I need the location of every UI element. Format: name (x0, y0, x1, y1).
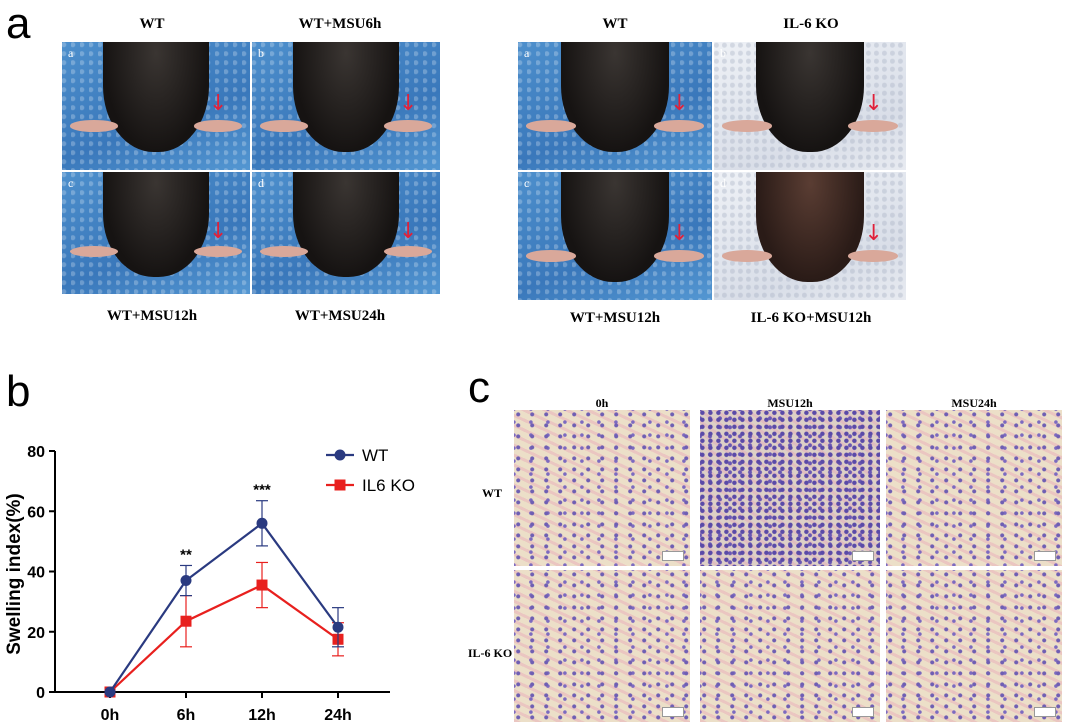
legend-marker (334, 449, 346, 461)
y-tick-label: 60 (27, 504, 45, 521)
red-arrow-icon: ↓ (209, 218, 228, 244)
sub-letter: b (258, 46, 264, 60)
red-arrow-icon: ↓ (399, 218, 418, 244)
series-line (109, 583, 339, 693)
significance-label: *** (253, 482, 271, 499)
sub-letter: a (68, 46, 74, 60)
caption-a-right-bottom-2: IL-6 KO+MSU12h (750, 310, 872, 326)
data-point (180, 575, 192, 587)
mouse-photo-right-b: b ↓ (714, 42, 906, 170)
histology-ko-msu12h (700, 570, 880, 722)
mouse-photo-right-c: c ↓ (518, 172, 712, 300)
red-arrow-icon: ↓ (209, 91, 228, 117)
y-tick-label: 20 (27, 625, 45, 642)
sub-letter: d (258, 176, 264, 190)
red-arrow-icon: ↓ (670, 91, 689, 117)
legend-marker (334, 479, 346, 491)
y-tick-label: 0 (36, 685, 45, 702)
chart-axes: 0 20 40 60 80 0h 6h 12h 24h (27, 444, 390, 724)
sub-letter: c (68, 176, 74, 190)
mouse-photo-right-a: a ↓ (518, 42, 712, 170)
sub-letter: a (524, 46, 530, 60)
chart-legend: WT IL6 KO (326, 446, 415, 495)
x-tick-label: 0h (101, 707, 120, 724)
y-tick-label: 80 (27, 444, 45, 461)
caption-a-right-bottom-1: WT+MSU12h (569, 310, 661, 326)
series-layer: ***** (104, 482, 344, 698)
series-il6-ko (104, 561, 344, 698)
red-arrow-icon: ↓ (670, 221, 689, 247)
histology-col-label-2: MSU12h (767, 396, 813, 410)
red-arrow-icon: ↓ (864, 221, 883, 247)
mouse-photo-left-c: c ↓ (62, 172, 250, 294)
data-point (104, 686, 116, 698)
x-tick-label: 24h (324, 707, 352, 724)
panel-letter-c: c (468, 363, 490, 412)
panel-letter-b: b (6, 367, 31, 416)
significance-label: ** (180, 546, 192, 563)
x-tick-label: 12h (248, 707, 276, 724)
data-point (256, 579, 268, 591)
panel-letter-a: a (6, 0, 31, 48)
mouse-photo-left-a: a ↓ (62, 42, 250, 170)
caption-a-left-bottom-2: WT+MSU24h (294, 308, 386, 324)
mouse-photo-left-b: b ↓ (252, 42, 440, 170)
histology-ko-msu24h (886, 570, 1062, 722)
y-tick-label: 40 (27, 565, 45, 582)
histology-wt-msu24h (886, 410, 1062, 566)
red-arrow-icon: ↓ (399, 91, 418, 117)
mouse-photo-right-d: d ↓ (714, 172, 906, 300)
caption-a-left-top-2: WT+MSU6h (298, 16, 382, 32)
sub-letter: b (720, 46, 726, 60)
data-point (256, 517, 268, 529)
histology-ko-0h (514, 570, 690, 722)
red-arrow-icon: ↓ (864, 91, 883, 117)
histology-col-label-3: MSU24h (951, 396, 997, 410)
legend-label: IL6 KO (362, 476, 415, 495)
series-line (109, 521, 339, 693)
legend-label: WT (362, 446, 388, 465)
caption-a-right-top-1: WT (602, 16, 628, 32)
data-point (180, 615, 192, 627)
caption-a-right-top-2: IL-6 KO (783, 16, 839, 32)
y-axis-label: Swelling index(%) (4, 493, 25, 655)
sub-letter: c (524, 176, 530, 190)
data-point (332, 621, 344, 633)
swelling-index-chart: Swelling index(%) 0 20 40 60 80 0h 6h 12h 24h **… (4, 444, 415, 724)
histology-col-label-1: 0h (595, 396, 609, 410)
histology-row-label-2: IL-6 KO (467, 646, 513, 660)
sub-letter: d (720, 176, 726, 190)
x-tick-label: 6h (177, 707, 196, 724)
caption-a-left-bottom-1: WT+MSU12h (106, 308, 198, 324)
caption-a-left-top-1: WT (139, 16, 165, 32)
histology-row-label-1: WT (481, 486, 502, 500)
series-wt (104, 500, 344, 698)
histology-wt-0h (514, 410, 690, 566)
mouse-photo-left-d: d ↓ (252, 172, 440, 294)
histology-wt-msu12h (700, 410, 880, 566)
